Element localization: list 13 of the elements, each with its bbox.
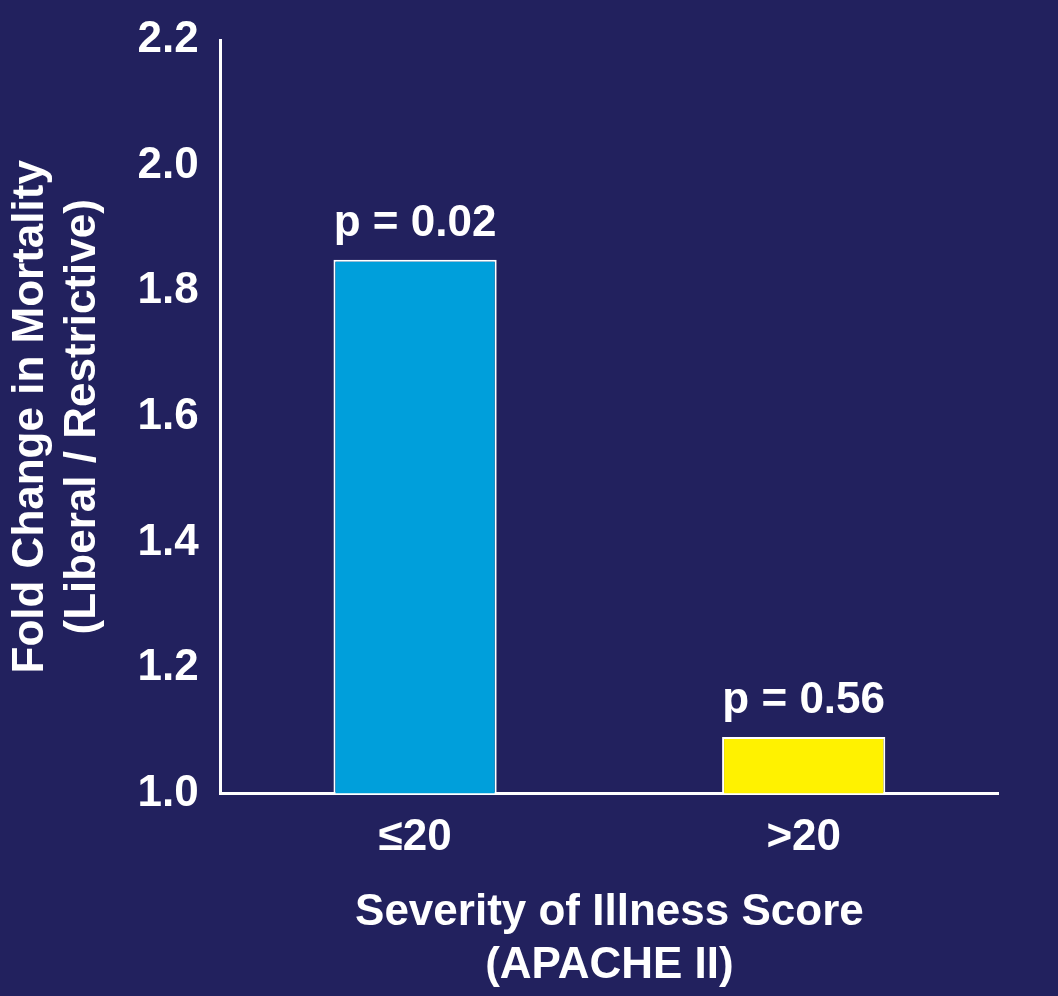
annotation: p = 0.56 xyxy=(722,673,886,723)
y-tick-label: 1.8 xyxy=(137,263,199,313)
y-tick-label: 2.0 xyxy=(137,137,199,187)
annotation: p = 0.02 xyxy=(333,195,497,245)
x-tick-label: ≤20 xyxy=(378,810,452,860)
y-tick-label: 1.2 xyxy=(137,640,199,690)
x-tick-label: >20 xyxy=(766,810,842,860)
y-axis-title: Fold Change in Mortality (Liberal / Restrictive) xyxy=(2,159,105,674)
y-tick-label: 1.4 xyxy=(137,514,200,564)
y-tick-label: 2.2 xyxy=(137,12,199,62)
y-tick-label: 1.6 xyxy=(137,388,199,438)
x-axis-title: Severity of Illness Score (APACHE II) xyxy=(355,884,864,987)
y-tick-label: 1.0 xyxy=(137,765,199,815)
